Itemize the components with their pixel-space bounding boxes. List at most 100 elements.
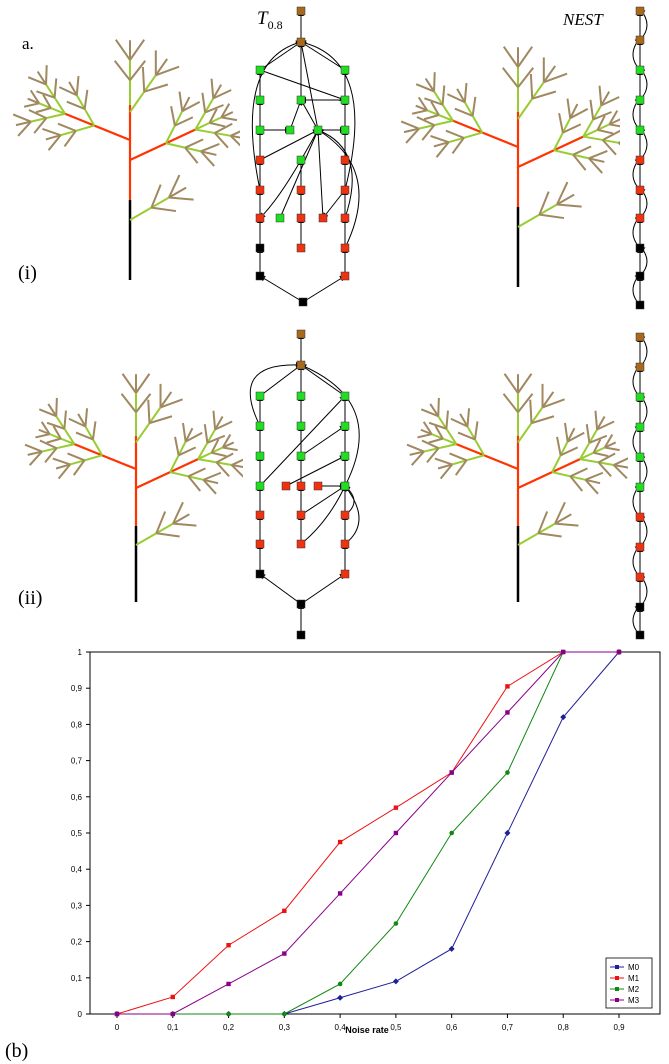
graph-edge: [289, 99, 303, 131]
point-m3: [505, 710, 510, 715]
graph-edge: [302, 275, 346, 303]
tree-branch: [41, 443, 75, 453]
tree-branch: [231, 464, 243, 469]
tree-branch: [551, 471, 586, 481]
tree-branch: [421, 439, 439, 450]
tree-branch: [67, 452, 85, 462]
graph-node: [296, 421, 306, 431]
tree-branch: [178, 446, 197, 457]
tree-branch: [42, 94, 52, 109]
tree-branch: [141, 66, 146, 92]
graph-edge: [317, 129, 360, 249]
plant-tree-i-right: [400, 46, 620, 287]
point-m1: [337, 839, 343, 845]
tree-branch: [84, 426, 103, 456]
graph-edge: [300, 41, 346, 71]
tree-branch: [143, 83, 169, 93]
tree-branch: [64, 112, 131, 142]
point-m0: [337, 994, 344, 1001]
tree-branch: [558, 112, 564, 133]
tree-branch: [230, 130, 240, 137]
tree-branch: [216, 452, 234, 464]
point-m1: [226, 943, 231, 948]
tree-branch: [562, 123, 582, 134]
tree-branch: [423, 443, 457, 453]
tree-branch: [598, 85, 603, 106]
point-m3: [226, 981, 231, 987]
tree-branch: [551, 441, 569, 473]
tree-branch: [420, 428, 433, 436]
graph-node: [318, 213, 328, 223]
graph-node: [255, 451, 265, 461]
graph-node: [635, 185, 645, 195]
tree-branch: [52, 457, 71, 466]
x-tick-label: 0,6: [446, 1023, 458, 1032]
tree-branch: [208, 108, 218, 124]
graph-edge: [249, 361, 302, 427]
tree-branch: [77, 413, 87, 428]
graph-node: [298, 297, 308, 307]
tree-branch: [437, 463, 453, 470]
graph-node: [635, 6, 645, 16]
noise-rate-chart: Noise rate 0 0,1 0,2 0,3 0,4 0,5 0,6 0,7 0,8 0,9 1…: [71, 648, 661, 1035]
tree-branch: [47, 403, 58, 417]
tree-branch: [210, 438, 220, 454]
tree-branch: [450, 417, 468, 428]
tree-branch: [174, 116, 194, 127]
tree-branch: [593, 451, 609, 458]
tree-branch: [572, 145, 592, 156]
tree-branch: [27, 76, 47, 86]
x-tick-label: 0,5: [390, 1023, 402, 1032]
tree-branch: [569, 103, 579, 119]
tree-branch: [554, 522, 579, 527]
tree-branch: [501, 67, 519, 88]
tree-branch: [502, 46, 519, 68]
plant-tree-i-left: [12, 39, 240, 280]
tree-branch: [517, 135, 584, 168]
graph-node: [635, 362, 645, 372]
graph-node: [340, 451, 350, 461]
tree-branch: [185, 431, 203, 443]
tree-branch: [39, 439, 57, 450]
graph-node: [340, 95, 350, 105]
y-tick-label: 0,8: [71, 720, 83, 729]
graph-node: [296, 185, 306, 195]
tree-branch: [541, 391, 555, 408]
graph-node: [635, 65, 645, 75]
tree-branch: [560, 446, 579, 457]
tree-branch: [28, 109, 47, 120]
tree-branch: [129, 60, 147, 81]
point-m3: [616, 649, 622, 655]
tree-branch: [46, 421, 65, 430]
tree-branch: [579, 458, 614, 467]
tree-branch: [588, 150, 608, 160]
tree-branch: [554, 501, 566, 525]
tree-branch: [168, 186, 187, 199]
x-tick-label: 0,9: [613, 1023, 625, 1032]
graph-node: [296, 539, 306, 549]
tree-branch: [423, 114, 440, 121]
tree-branch: [169, 471, 204, 481]
tree-branch: [416, 116, 435, 127]
series-line-m0: [117, 651, 620, 1015]
tree-branch: [200, 150, 215, 167]
graph-node: [635, 155, 645, 165]
tree-branch: [582, 123, 610, 138]
tree-branch: [200, 150, 217, 156]
tree-branch: [35, 107, 52, 114]
tree-branch: [613, 464, 628, 469]
point-m0: [448, 945, 455, 952]
tree-branch: [60, 124, 95, 137]
tree-branch: [604, 446, 620, 452]
tree-branch: [72, 459, 86, 476]
graph-node: [296, 391, 306, 401]
tree-branch: [456, 88, 466, 103]
tree-branch: [517, 393, 534, 413]
y-tick-label: 0,2: [71, 938, 83, 947]
tree-branch: [210, 78, 215, 99]
graph-edge: [285, 455, 346, 487]
tree-branch: [466, 408, 471, 427]
graph-node: [340, 125, 350, 135]
tree-branch: [46, 437, 62, 444]
tree-branch: [214, 415, 224, 430]
